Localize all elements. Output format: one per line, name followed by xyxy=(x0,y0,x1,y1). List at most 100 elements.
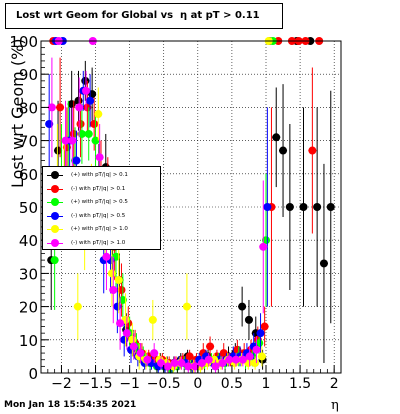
data-point xyxy=(244,315,253,324)
data-point xyxy=(262,236,270,245)
data-point xyxy=(326,203,335,211)
data-point xyxy=(252,345,261,354)
data-point xyxy=(245,352,254,361)
legend-label: (+) with pT/|q| > 1.0 xyxy=(71,226,128,232)
y-tick-label: 100 xyxy=(9,33,38,51)
data-point xyxy=(113,302,122,311)
legend-entry: (-) with pT/|q| > 0.5 xyxy=(43,210,161,222)
data-point xyxy=(77,129,86,138)
data-point xyxy=(61,136,70,145)
data-point xyxy=(299,203,308,211)
legend-entry: (+) with pT/|q| > 1.0 xyxy=(43,223,161,235)
data-point xyxy=(206,342,215,351)
legend-entry: (-) with pT/|q| > 0.1 xyxy=(43,183,161,195)
data-point xyxy=(62,143,71,152)
data-point xyxy=(75,103,84,112)
data-point xyxy=(251,359,260,368)
data-point xyxy=(157,359,165,368)
data-point xyxy=(211,362,220,371)
x-tick-label: 0 xyxy=(193,376,202,392)
legend-label: (+) with pT/|q| > 0.1 xyxy=(71,172,128,178)
data-point xyxy=(82,86,90,95)
data-point xyxy=(238,302,247,311)
x-tick-label: 2 xyxy=(330,376,339,392)
data-point xyxy=(143,355,152,364)
data-point xyxy=(120,335,129,344)
data-point xyxy=(94,110,103,119)
y-tick-label: 20 xyxy=(19,299,38,317)
legend-marker-icon xyxy=(51,238,59,247)
y-tick-label: 60 xyxy=(19,166,38,184)
data-point xyxy=(67,100,76,109)
x-tick-label: 0.5 xyxy=(221,376,243,392)
legend-label: (-) with pT/|q| > 0.1 xyxy=(71,185,126,192)
data-point xyxy=(76,120,85,128)
data-point xyxy=(102,252,111,261)
data-point xyxy=(263,203,272,211)
legend-entry: (+) with pT/|q| > 0.1 xyxy=(43,169,161,181)
y-tick-label: 50 xyxy=(19,199,38,217)
data-point xyxy=(68,136,77,145)
legend-marker-icon xyxy=(51,171,59,179)
y-tick-label: 30 xyxy=(19,265,38,283)
data-point xyxy=(136,349,145,358)
data-point xyxy=(86,96,95,105)
legend-entry: (+) with pT/|q| > 0.5 xyxy=(43,196,161,208)
data-point xyxy=(204,355,213,364)
data-point xyxy=(218,359,227,368)
data-point xyxy=(259,242,268,251)
y-tick-label: 0 xyxy=(28,365,38,383)
data-point xyxy=(116,319,125,328)
data-point xyxy=(191,362,200,371)
data-point xyxy=(184,362,193,371)
x-tick-label: −0.5 xyxy=(147,376,181,392)
data-point xyxy=(45,120,54,128)
data-point xyxy=(54,146,63,155)
data-point xyxy=(279,146,288,155)
y-tick-label: 40 xyxy=(19,232,38,250)
data-point xyxy=(83,103,92,112)
data-point xyxy=(117,286,126,294)
data-point xyxy=(219,349,228,358)
timestamp: Mon Jan 18 15:54:35 2021 xyxy=(4,400,137,410)
legend-label: (+) with pT/|q| > 0.5 xyxy=(71,199,128,205)
y-tick-label: 70 xyxy=(19,133,38,151)
data-point xyxy=(233,345,242,354)
legend-marker-icon xyxy=(51,184,59,193)
data-point xyxy=(122,329,131,338)
chart-title: Lost wrt Geom for Global vs η at pT > 0.… xyxy=(5,3,283,29)
y-tick-label: 90 xyxy=(19,66,38,84)
data-point xyxy=(285,203,294,211)
data-point xyxy=(182,302,191,311)
x-tick-label: 1.5 xyxy=(289,376,311,392)
data-point xyxy=(84,129,93,138)
data-point xyxy=(114,276,123,285)
y-tick-label: 10 xyxy=(19,332,38,350)
data-point xyxy=(109,286,118,294)
data-point xyxy=(118,295,127,304)
data-point xyxy=(150,349,159,358)
legend-marker-icon xyxy=(51,225,59,233)
axis-ticks: −2 −1.5 −1 −0.5 0 0.5 1 1.5 20102030405060708090… xyxy=(9,33,338,392)
x-tick-label: −2 xyxy=(51,376,72,392)
data-point xyxy=(128,335,137,344)
data-point xyxy=(313,203,322,211)
legend-marker-icon xyxy=(51,211,59,220)
data-point xyxy=(260,322,269,331)
data-point xyxy=(232,355,240,364)
data-point xyxy=(225,355,234,364)
data-point xyxy=(170,359,179,368)
data-point xyxy=(95,153,104,162)
data-point xyxy=(256,329,265,338)
data-point xyxy=(308,146,317,155)
legend-label: (-) with pT/|q| > 1.0 xyxy=(71,239,126,246)
y-axis-label: Lost wrt Geom (%) xyxy=(8,38,27,188)
data-point xyxy=(90,120,99,128)
data-point xyxy=(177,359,186,368)
data-point xyxy=(272,133,281,142)
data-point xyxy=(107,269,116,278)
data-point xyxy=(163,362,172,371)
x-axis-label: η xyxy=(331,398,339,413)
data-point xyxy=(197,359,206,368)
